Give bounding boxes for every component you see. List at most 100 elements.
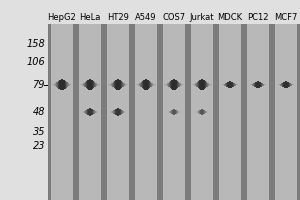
Bar bbox=[173, 79, 174, 90]
Bar bbox=[292, 84, 293, 85]
Bar bbox=[53, 84, 54, 85]
Bar bbox=[65, 81, 66, 89]
Bar bbox=[111, 83, 112, 86]
Bar bbox=[95, 83, 96, 87]
Bar bbox=[84, 111, 85, 113]
Text: HeLa: HeLa bbox=[79, 13, 101, 22]
Bar bbox=[98, 84, 99, 85]
Bar bbox=[119, 109, 120, 115]
Bar bbox=[206, 82, 207, 87]
Bar bbox=[216, 24, 219, 200]
Bar bbox=[178, 82, 179, 87]
Bar bbox=[126, 84, 127, 85]
Bar bbox=[118, 80, 119, 90]
Bar bbox=[232, 82, 233, 87]
Text: 23: 23 bbox=[32, 141, 45, 151]
Bar bbox=[76, 24, 80, 200]
Bar bbox=[70, 84, 71, 85]
Bar bbox=[254, 83, 255, 87]
Bar bbox=[223, 84, 224, 85]
Bar bbox=[157, 24, 160, 200]
Bar bbox=[117, 79, 118, 90]
Bar bbox=[229, 81, 230, 88]
Bar bbox=[219, 24, 241, 200]
Bar bbox=[112, 111, 113, 113]
Bar bbox=[182, 84, 183, 85]
Bar bbox=[181, 84, 182, 86]
Bar bbox=[195, 83, 196, 86]
Bar bbox=[169, 82, 170, 88]
Bar bbox=[256, 82, 257, 88]
Bar bbox=[90, 79, 91, 90]
Bar bbox=[275, 24, 297, 200]
Bar bbox=[201, 79, 202, 90]
Bar bbox=[232, 82, 233, 87]
Bar bbox=[225, 83, 226, 86]
Bar bbox=[59, 80, 60, 89]
Bar bbox=[282, 83, 283, 87]
Bar bbox=[153, 84, 154, 86]
Bar bbox=[150, 82, 151, 87]
Bar bbox=[174, 79, 175, 90]
Text: 106: 106 bbox=[26, 57, 45, 67]
Bar bbox=[87, 109, 88, 115]
Bar bbox=[89, 108, 90, 116]
Bar bbox=[84, 83, 85, 87]
Bar bbox=[123, 111, 124, 113]
Text: MDCK: MDCK bbox=[218, 13, 243, 22]
Text: 48: 48 bbox=[32, 107, 45, 117]
Bar bbox=[177, 81, 178, 88]
Bar bbox=[124, 111, 125, 113]
Bar bbox=[48, 24, 51, 200]
Bar bbox=[205, 81, 206, 88]
Bar bbox=[61, 79, 62, 90]
Text: A549: A549 bbox=[135, 13, 157, 22]
Bar bbox=[109, 84, 110, 85]
Bar bbox=[96, 111, 97, 113]
Bar bbox=[191, 24, 213, 200]
Bar bbox=[234, 83, 235, 86]
Bar bbox=[169, 82, 170, 87]
Bar bbox=[289, 83, 290, 87]
Bar bbox=[147, 80, 148, 90]
Bar bbox=[88, 109, 89, 115]
Bar bbox=[151, 83, 152, 87]
Bar bbox=[104, 24, 107, 200]
Bar bbox=[166, 84, 167, 86]
Bar bbox=[237, 84, 238, 85]
Bar bbox=[227, 82, 228, 87]
Bar bbox=[112, 83, 113, 87]
Bar bbox=[51, 24, 73, 200]
Bar bbox=[114, 81, 115, 88]
Bar bbox=[85, 82, 86, 88]
Bar bbox=[284, 82, 285, 88]
Bar bbox=[129, 24, 132, 200]
Bar bbox=[193, 84, 194, 85]
Bar bbox=[213, 24, 216, 200]
Bar bbox=[115, 80, 116, 89]
Bar bbox=[58, 81, 59, 89]
Bar bbox=[54, 84, 55, 86]
Bar bbox=[202, 80, 203, 90]
Bar bbox=[96, 83, 97, 86]
Bar bbox=[198, 81, 199, 88]
Text: PC12: PC12 bbox=[247, 13, 269, 22]
Bar bbox=[142, 81, 143, 88]
Bar bbox=[257, 81, 258, 88]
Bar bbox=[226, 83, 227, 87]
Bar bbox=[108, 84, 109, 85]
Bar bbox=[80, 84, 81, 85]
Text: 35: 35 bbox=[32, 127, 45, 137]
Bar bbox=[63, 80, 64, 90]
Bar bbox=[154, 84, 155, 85]
Bar bbox=[110, 84, 111, 86]
Bar bbox=[231, 82, 232, 88]
Bar bbox=[114, 110, 115, 114]
Bar bbox=[127, 84, 128, 85]
Text: HT29: HT29 bbox=[107, 13, 129, 22]
Text: Jurkat: Jurkat bbox=[190, 13, 214, 22]
Bar bbox=[155, 84, 156, 85]
Bar bbox=[100, 24, 104, 200]
Bar bbox=[113, 110, 114, 114]
Bar bbox=[280, 84, 281, 86]
